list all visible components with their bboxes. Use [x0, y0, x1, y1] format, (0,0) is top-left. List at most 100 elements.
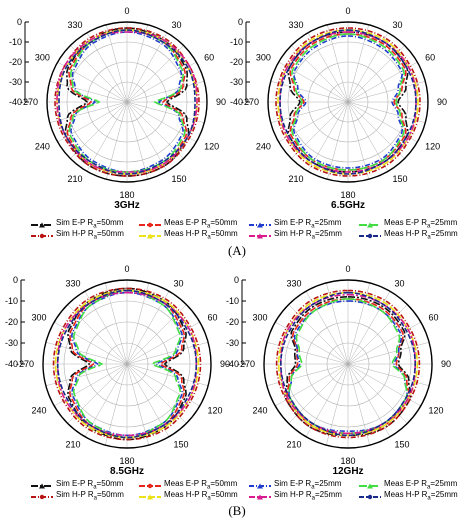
legend-swatch-icon — [249, 233, 271, 239]
series-line-3 — [70, 291, 184, 437]
angle-tick-label: 330 — [286, 279, 301, 289]
radial-tick-label: -10 — [9, 37, 22, 47]
series-line-3 — [70, 31, 184, 173]
legend-item: Meas H-P Ra=25mm — [358, 490, 458, 504]
frequency-label: 3GHz — [114, 200, 140, 211]
legend-swatch-icon — [249, 222, 271, 228]
grid-spoke — [347, 321, 421, 365]
radial-tick-label: -30 — [230, 77, 243, 87]
angle-tick-label: 180 — [119, 456, 134, 466]
legend-label: Sim E-P Ra=25mm — [274, 218, 342, 230]
polar-chart-3: 0 -10 -20 -30 -40 0 30 60 90 120 150 180 210 240 -270 3… — [5, 264, 230, 477]
legend-label: Meas E-P Ra=25mm — [384, 479, 458, 491]
legend-swatch-icon — [31, 222, 53, 228]
radial-tick-label: -30 — [5, 338, 18, 348]
grid-spoke — [270, 81, 349, 103]
angle-tick-label: 60 — [204, 53, 214, 63]
series-line-1 — [64, 27, 190, 177]
angle-tick-label: 180 — [119, 190, 134, 200]
grid-spoke — [126, 101, 168, 172]
grid-spoke — [275, 321, 349, 365]
angle-tick-label: 210 — [67, 174, 82, 184]
angle-tick-label: 240 — [35, 142, 50, 152]
grid-spoke — [326, 282, 349, 365]
angle-tick-label: 210 — [286, 440, 301, 450]
angle-tick-label: 330 — [67, 20, 82, 30]
series-line-7 — [56, 291, 198, 437]
grid-spoke — [278, 61, 349, 103]
radial-tick-label: -20 — [9, 57, 22, 67]
legend-item: Sim H-P Ra=50mm — [30, 229, 124, 243]
legend-item: Meas E-P Ra=25mm — [358, 218, 457, 232]
radial-tick-label: -20 — [230, 57, 243, 67]
series-line-5 — [275, 27, 421, 177]
angle-tick-label: 240 — [31, 406, 46, 416]
grid-spoke — [86, 101, 128, 172]
legend-swatch-icon — [249, 483, 271, 489]
grid-spoke — [327, 101, 349, 180]
legend-item: Sim H-P Ra=25mm — [248, 229, 342, 243]
series-line-8 — [279, 291, 417, 437]
grid-spoke — [291, 45, 349, 103]
legend-label: Meas E-P Ra=50mm — [164, 218, 238, 230]
grid-spoke — [54, 363, 128, 407]
angle-tick-label: 330 — [288, 20, 303, 30]
legend-swatch-icon — [139, 483, 161, 488]
grid-spoke — [347, 81, 426, 103]
polar-border — [263, 279, 433, 449]
radial-tick-label: 0 — [13, 275, 18, 285]
legend-label: Meas H-P Ra=50mm — [164, 490, 238, 502]
radial-tick-label: -40 — [9, 97, 22, 107]
radial-tick-label: 0 — [238, 17, 243, 27]
angle-tick-label: 150 — [172, 174, 187, 184]
angle-tick-label: 30 — [174, 279, 184, 289]
grid-spoke — [347, 363, 408, 424]
series-line-3 — [292, 35, 404, 169]
grid-spoke — [126, 101, 205, 123]
angle-tick-label: 60 — [208, 313, 218, 323]
angle-tick-label: 0 — [124, 6, 129, 16]
grid-spoke — [126, 363, 149, 446]
frequency-label: 8.5GHz — [110, 466, 144, 477]
polar-chart-1: 0 -10 -20 -30 -40 0 30 60 90 120 150 180 210 240 -270 3… — [9, 6, 226, 211]
legend-item: Meas H-P Ra=25mm — [358, 229, 458, 243]
legend-swatch-icon — [139, 233, 161, 239]
legend-swatch-icon — [31, 494, 53, 499]
legend-item: Sim H-P Ra=50mm — [30, 490, 124, 504]
grid-spoke — [347, 61, 418, 103]
legend-label: Meas H-P Ra=25mm — [384, 229, 458, 241]
angle-tick-label: -270 — [20, 97, 38, 107]
radial-tick-label: 0 — [17, 17, 22, 27]
legend-item: Meas E-P Ra=25mm — [358, 479, 457, 493]
radial-tick-label: -40 — [5, 359, 18, 369]
grid-spoke — [288, 304, 349, 365]
angle-tick-label: 30 — [172, 20, 182, 30]
angle-tick-label: 30 — [395, 279, 405, 289]
grid-spoke — [49, 101, 128, 123]
legend-label: Sim H-P Ra=50mm — [56, 490, 124, 502]
grid-spoke — [126, 81, 205, 103]
angle-tick-label: -270 — [237, 359, 255, 369]
series-line-2 — [289, 33, 407, 171]
angle-tick-label: -270 — [16, 359, 34, 369]
grid-spoke — [106, 24, 128, 103]
grid-spoke — [347, 101, 405, 159]
angle-tick-label: 120 — [429, 406, 444, 416]
radial-tick-label: -10 — [5, 296, 18, 306]
legend-item: Sim E-P Ra=50mm — [30, 479, 123, 493]
radial-tick-label: -30 — [9, 77, 22, 87]
angle-tick-label: 240 — [256, 142, 271, 152]
legend-item: Meas H-P Ra=50mm — [138, 490, 238, 504]
legend-row: Sim H-P Ra=50mm Meas H-P Ra=50mm Sim H-P R… — [30, 229, 470, 243]
series-line-7 — [56, 31, 198, 173]
angle-tick-label: 120 — [425, 142, 440, 152]
radial-tick-label: -10 — [226, 296, 239, 306]
polar-chart-4: 0 -10 -20 -30 -40 0 30 60 90 120 150 180 210 240 -270 3… — [226, 264, 451, 477]
angle-tick-label: 300 — [256, 53, 271, 63]
legend-label: Sim H-P Ra=50mm — [56, 229, 124, 241]
legend-swatch-icon — [249, 494, 271, 500]
legend-swatch-icon — [359, 233, 381, 238]
legend-b: Sim E-P Ra=50mm Meas E-P Ra=50mm Sim E-P R… — [30, 479, 470, 504]
series-line-4 — [288, 298, 408, 435]
polar-chart-2: 0 -10 -20 -30 -40 0 30 60 90 120 150 180 210 240 -270 3… — [230, 6, 447, 211]
